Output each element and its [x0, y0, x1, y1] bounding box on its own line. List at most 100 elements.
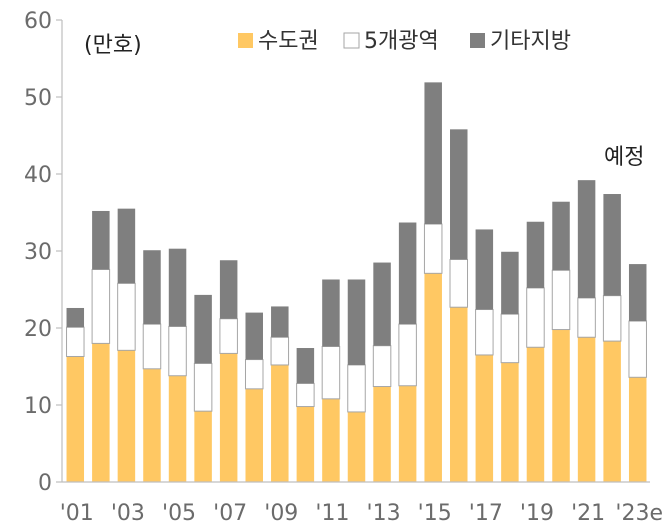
bar-segment-metro5	[270, 336, 290, 366]
bar-segment-other	[296, 348, 315, 384]
bar-segment-other	[628, 264, 647, 322]
x-tick-label: '07	[213, 501, 247, 526]
bar-segment-capital	[143, 368, 161, 482]
x-tick-label: '01	[60, 501, 94, 526]
bar-segment-other	[92, 210, 110, 270]
bar-segment-capital	[552, 329, 570, 482]
bar-segment-metro5	[551, 269, 571, 331]
bar-segment-metro5	[577, 297, 596, 338]
bar-segment-other	[322, 279, 340, 347]
x-tick-label: '03	[111, 501, 145, 526]
x-tick-label: '23e	[615, 501, 662, 526]
legend: 수도권 5개광역 기타지방	[238, 29, 571, 54]
bar-segment-metro5	[168, 325, 187, 377]
bar-segment-capital	[501, 362, 519, 482]
legend-label: 기타지방	[490, 29, 571, 54]
bar-segment-metro5	[500, 313, 520, 364]
bar-segment-metro5	[193, 362, 213, 412]
forecast-annotation: 예정	[604, 145, 644, 170]
bar-segment-other	[398, 222, 417, 325]
bar-segment-metro5	[219, 318, 238, 354]
x-tick-label: '13	[367, 501, 401, 526]
bar-segment-capital	[92, 343, 110, 482]
y-tick-label: 40	[24, 163, 52, 188]
bar-segment-other	[475, 229, 494, 310]
bar-segment-metro5	[449, 258, 469, 308]
bar-segment-capital	[219, 353, 238, 482]
bar-segment-metro5	[296, 382, 315, 408]
y-tick-label: 20	[24, 317, 52, 342]
bar-segment-capital	[398, 385, 417, 482]
bars	[66, 82, 647, 482]
bar-segment-other	[245, 312, 263, 360]
bar-segment-metro5	[142, 323, 162, 370]
y-axis: 0 10 20 30 40 50 60	[24, 9, 63, 496]
bar-segment-metro5	[347, 364, 366, 413]
bar-segment-metro5	[66, 326, 85, 357]
bar-segment-other	[219, 260, 238, 319]
bar-segment-other	[373, 262, 391, 346]
bar-segment-other	[424, 82, 442, 225]
bar-segment-capital	[577, 337, 596, 482]
x-axis: '01 '03 '05 '07 '09 '11 '13 '15 '17 '19 '21 '23e	[60, 481, 662, 526]
bar-segment-other	[66, 307, 85, 328]
bar-segment-metro5	[244, 359, 264, 390]
y-tick-label: 50	[24, 86, 52, 111]
bar-segment-other	[552, 201, 570, 271]
bar-segment-capital	[526, 347, 545, 482]
bar-segment-capital	[168, 375, 187, 482]
bar-segment-metro5	[628, 320, 647, 378]
bar-segment-metro5	[372, 345, 392, 388]
legend-label: 5개광역	[364, 29, 439, 54]
bar-segment-capital	[424, 273, 442, 482]
bar-segment-other	[194, 294, 212, 364]
bar-segment-other	[603, 194, 621, 296]
bar-segment-metro5	[321, 345, 341, 400]
bar-segment-capital	[475, 354, 494, 482]
unit-label: (만호)	[84, 33, 142, 58]
bar-segment-metro5	[526, 287, 545, 348]
bar-segment-capital	[117, 350, 136, 482]
bar-segment-metro5	[475, 309, 494, 356]
bar-segment-capital	[347, 411, 366, 482]
bar-segment-capital	[450, 307, 468, 482]
bar-segment-metro5	[602, 295, 622, 342]
bar-segment-metro5	[117, 282, 136, 351]
bar-segment-other	[168, 248, 187, 327]
x-tick-label: '21	[571, 501, 605, 526]
bar-segment-capital	[322, 398, 340, 482]
bar-segment-capital	[245, 388, 263, 482]
bar-segment-capital	[66, 356, 85, 482]
bar-segment-metro5	[398, 323, 417, 387]
bar-segment-other	[501, 251, 519, 315]
y-tick-label: 30	[24, 240, 52, 265]
x-tick-label: '19	[520, 501, 554, 526]
legend-swatch	[343, 32, 360, 49]
bar-segment-metro5	[91, 268, 111, 344]
legend-swatch	[238, 33, 253, 48]
x-tick-label: '15	[418, 501, 452, 526]
bar-segment-other	[143, 250, 161, 325]
bar-segment-other	[577, 180, 596, 298]
y-tick-label: 0	[38, 471, 52, 496]
bar-segment-capital	[271, 364, 289, 482]
bar-segment-other	[117, 208, 136, 284]
bar-segment-other	[450, 129, 468, 260]
bar-segment-capital	[628, 377, 647, 482]
x-tick-label: '17	[469, 501, 503, 526]
bar-segment-metro5	[423, 223, 443, 274]
x-tick-label: '11	[315, 501, 349, 526]
x-tick-label: '09	[264, 501, 298, 526]
y-tick-label: 10	[24, 394, 52, 419]
bar-segment-other	[347, 279, 366, 365]
bar-segment-capital	[296, 406, 315, 482]
bar-segment-capital	[194, 411, 212, 482]
x-tick-label: '05	[162, 501, 196, 526]
bar-segment-other	[526, 221, 545, 288]
bar-segment-capital	[603, 341, 621, 482]
y-tick-label: 60	[24, 9, 52, 34]
legend-label: 수도권	[258, 29, 319, 54]
bar-segment-capital	[373, 386, 391, 482]
legend-swatch	[470, 33, 485, 48]
